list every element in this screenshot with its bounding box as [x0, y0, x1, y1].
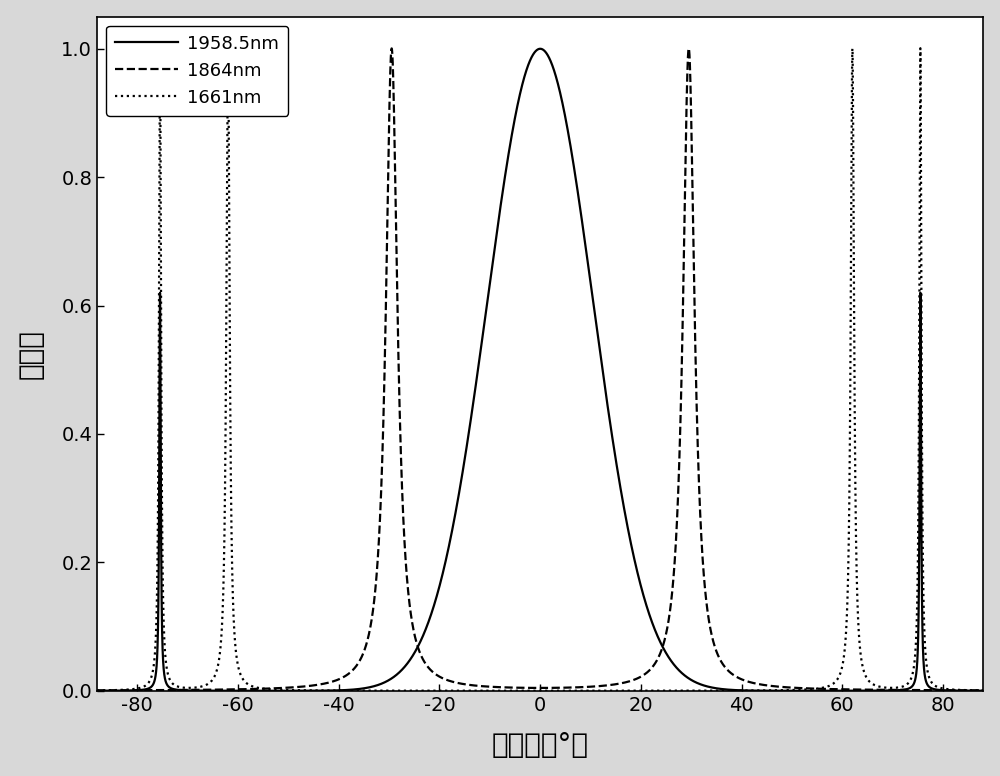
1661nm: [914, 43, 926, 53]
Legend: 1958.5nm, 1864nm, 1661nm: 1958.5nm, 1864nm, 1661nm: [106, 26, 288, 116]
1958.5nm: [299, 686, 311, 695]
1864nm: [81, 686, 93, 695]
1864nm: [299, 681, 311, 691]
1958.5nm: [987, 686, 999, 695]
1958.5nm: [275, 686, 287, 695]
1661nm: [573, 686, 585, 695]
1661nm: [754, 686, 766, 695]
X-axis label: 入射角（°）: 入射角（°）: [492, 731, 589, 760]
1864nm: [143, 685, 155, 695]
1864nm: [386, 43, 398, 53]
1958.5nm: [534, 44, 546, 54]
1864nm: [573, 683, 585, 692]
1864nm: [428, 668, 440, 677]
1661nm: [987, 686, 999, 695]
1661nm: [143, 678, 155, 688]
Line: 1958.5nm: 1958.5nm: [87, 49, 993, 691]
1958.5nm: [81, 686, 93, 695]
1661nm: [81, 686, 93, 695]
1958.5nm: [143, 684, 155, 693]
1661nm: [627, 686, 639, 695]
1864nm: [754, 680, 766, 689]
1958.5nm: [754, 686, 766, 695]
Line: 1864nm: 1864nm: [87, 48, 993, 691]
1958.5nm: [428, 600, 440, 609]
1661nm: [299, 686, 311, 695]
Line: 1661nm: 1661nm: [87, 48, 993, 691]
1864nm: [627, 676, 639, 685]
1958.5nm: [573, 194, 585, 203]
1661nm: [534, 686, 546, 695]
1661nm: [428, 686, 440, 695]
1958.5nm: [627, 548, 639, 557]
1864nm: [987, 686, 999, 695]
Y-axis label: 吸收率: 吸收率: [17, 329, 45, 379]
